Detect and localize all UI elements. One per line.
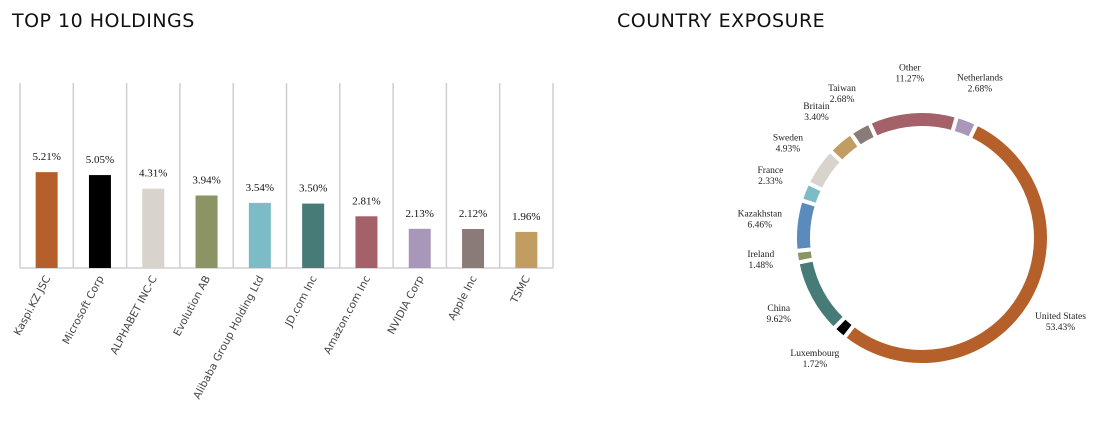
slice-name: Netherlands — [957, 74, 1003, 84]
slice-name: France — [758, 166, 784, 176]
value-label: 5.21% — [32, 151, 60, 163]
slice-value: 2.68% — [968, 85, 993, 95]
value-label: 3.94% — [192, 175, 220, 187]
value-label: 2.12% — [459, 208, 487, 220]
value-label: 3.50% — [299, 183, 327, 195]
bar — [462, 228, 485, 268]
donut-slice — [866, 109, 960, 141]
slice-value: 6.46% — [748, 221, 773, 231]
slice-value: 53.43% — [1046, 323, 1075, 333]
chart-title: COUNTRY EXPOSURE — [617, 10, 825, 32]
value-label: 4.31% — [139, 168, 167, 180]
slice-value: 1.72% — [803, 360, 828, 370]
slice-name: Ireland — [747, 250, 774, 260]
slice-name: Other — [899, 63, 921, 73]
bar — [35, 172, 58, 268]
x-tick-label: Amazon.com Inc — [322, 274, 374, 357]
bar — [88, 175, 111, 268]
value-label: 2.13% — [406, 208, 434, 220]
slice-name: Luxembourg — [790, 349, 839, 359]
value-label: 3.54% — [246, 182, 274, 194]
donut-slice — [793, 197, 820, 254]
x-tick-label: Kaspi.KZ JSC — [12, 274, 54, 338]
x-tick-label: JD.com Inc — [283, 274, 320, 330]
bar — [195, 195, 218, 268]
x-tick-label: Apple Inc — [446, 274, 480, 323]
slice-value: 4.93% — [776, 144, 801, 154]
value-label: 1.96% — [512, 211, 540, 223]
bar — [248, 202, 271, 268]
value-label: 5.05% — [86, 154, 114, 166]
bar — [302, 203, 325, 268]
chart-title: TOP 10 HOLDINGS — [11, 10, 195, 32]
x-tick-label: NVIDIA Corp — [385, 273, 426, 336]
slice-name: China — [767, 304, 790, 314]
slice-name: United States — [1035, 312, 1086, 322]
slice-value: 11.27% — [895, 74, 924, 84]
bar — [355, 216, 378, 268]
slice-value: 3.40% — [804, 113, 829, 123]
slice-name: Kazakhstan — [738, 210, 783, 220]
bar — [408, 228, 431, 268]
slice-name: Taiwan — [828, 84, 856, 94]
slice-name: Sweden — [773, 133, 803, 143]
slice-value: 2.33% — [758, 177, 783, 187]
slice-value: 2.68% — [830, 95, 855, 105]
bar — [515, 231, 538, 268]
x-tick-label: ALPHABET INC-C — [108, 274, 160, 357]
x-tick-label: Microsoft Corp — [60, 273, 106, 346]
slice-value: 1.48% — [749, 261, 774, 271]
slice-name: Britain — [803, 102, 830, 112]
slice-value: 9.62% — [766, 315, 791, 325]
bar — [142, 188, 165, 268]
donut-slice — [841, 120, 1051, 367]
donut-slice — [795, 256, 849, 332]
value-label: 2.81% — [352, 195, 380, 207]
x-tick-label: TSMC — [508, 274, 533, 307]
x-tick-label: Evolution AB — [171, 274, 213, 339]
